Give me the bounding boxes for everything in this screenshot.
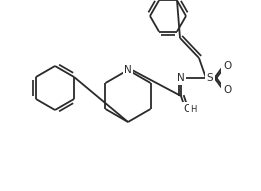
Text: N: N: [124, 65, 132, 75]
Text: N: N: [177, 73, 185, 83]
Text: O: O: [183, 104, 191, 114]
Text: O: O: [223, 85, 231, 95]
Text: H: H: [190, 104, 196, 113]
Text: O: O: [223, 61, 231, 71]
Text: S: S: [207, 73, 213, 83]
